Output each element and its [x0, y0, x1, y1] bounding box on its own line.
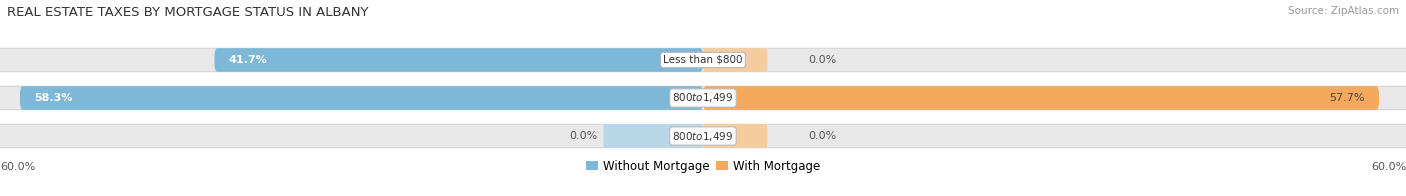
- FancyBboxPatch shape: [603, 124, 703, 148]
- Text: Source: ZipAtlas.com: Source: ZipAtlas.com: [1288, 6, 1399, 16]
- Text: 0.0%: 0.0%: [808, 131, 837, 141]
- FancyBboxPatch shape: [0, 86, 1406, 110]
- Text: 60.0%: 60.0%: [0, 162, 35, 172]
- FancyBboxPatch shape: [0, 124, 1406, 148]
- FancyBboxPatch shape: [703, 86, 1379, 110]
- Text: 57.7%: 57.7%: [1330, 93, 1365, 103]
- Text: 58.3%: 58.3%: [34, 93, 72, 103]
- Text: 0.0%: 0.0%: [808, 55, 837, 65]
- Text: REAL ESTATE TAXES BY MORTGAGE STATUS IN ALBANY: REAL ESTATE TAXES BY MORTGAGE STATUS IN …: [7, 6, 368, 19]
- Text: $800 to $1,499: $800 to $1,499: [672, 92, 734, 104]
- FancyBboxPatch shape: [703, 48, 768, 72]
- FancyBboxPatch shape: [20, 86, 703, 110]
- Text: 41.7%: 41.7%: [229, 55, 267, 65]
- Text: 0.0%: 0.0%: [569, 131, 598, 141]
- Text: 60.0%: 60.0%: [1371, 162, 1406, 172]
- Text: $800 to $1,499: $800 to $1,499: [672, 130, 734, 142]
- FancyBboxPatch shape: [703, 124, 768, 148]
- Text: Less than $800: Less than $800: [664, 55, 742, 65]
- FancyBboxPatch shape: [0, 48, 1406, 72]
- Legend: Without Mortgage, With Mortgage: Without Mortgage, With Mortgage: [581, 155, 825, 177]
- FancyBboxPatch shape: [214, 48, 703, 72]
